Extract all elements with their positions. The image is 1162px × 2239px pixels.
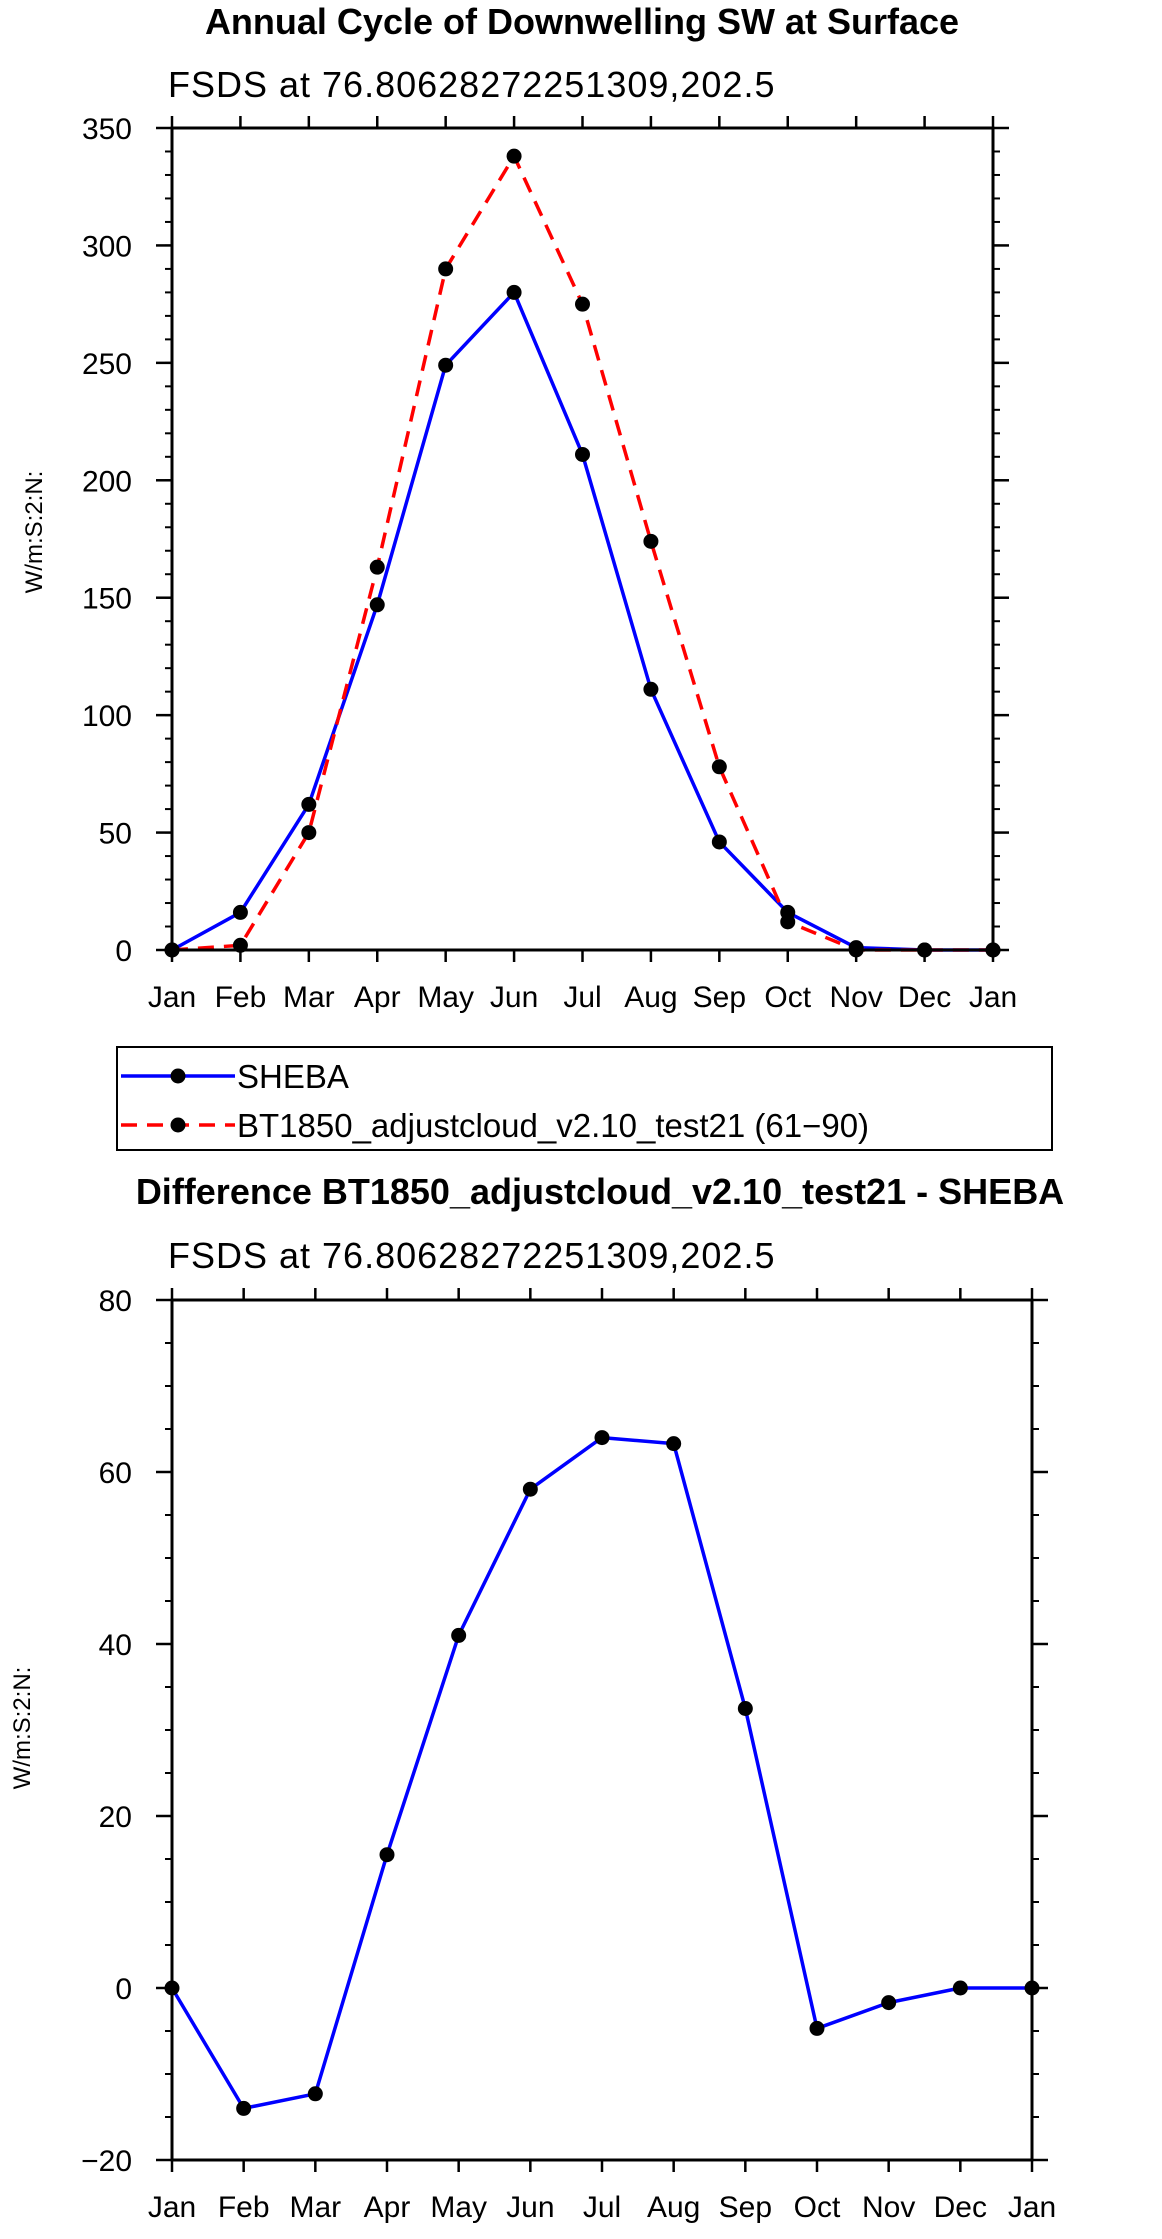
data-point	[711, 834, 727, 850]
data-point	[506, 148, 522, 164]
legend-marker-sheba	[170, 1068, 186, 1084]
chart-title: Annual Cycle of Downwelling SW at Surfac…	[205, 1, 959, 42]
data-point	[369, 597, 385, 613]
y-tick-label: 60	[99, 1457, 132, 1490]
y-tick-label: 0	[115, 1973, 132, 2006]
x-tick-label: Jul	[583, 2191, 621, 2224]
data-point	[643, 681, 659, 697]
data-point	[575, 446, 590, 462]
y-axis-label: W/m:S:2:N:	[21, 471, 48, 594]
x-tick-label: Jun	[506, 2191, 554, 2224]
x-tick-label: Aug	[624, 981, 677, 1014]
x-tick-label: Apr	[364, 2191, 411, 2224]
x-tick-label: Oct	[794, 2191, 841, 2224]
data-point	[522, 1481, 538, 1497]
data-point	[232, 904, 248, 920]
x-tick-label: May	[430, 2191, 487, 2224]
data-point	[307, 2086, 323, 2102]
y-tick-label: −20	[81, 2145, 132, 2178]
plot-frame	[170, 126, 995, 952]
plot-frame	[170, 1298, 1034, 2162]
legend: SHEBA BT1850_adjustcloud_v2.10_test21 (6…	[116, 1046, 1053, 1151]
chart-title: Difference BT1850_adjustcloud_v2.10_test…	[136, 1171, 1064, 1212]
plot-area: Jan Feb Mar Apr May Jun Jul Aug Sep Oct Nov Dec Jan−…	[81, 1285, 1056, 2224]
y-tick-label: 150	[82, 583, 132, 616]
x-tick-label: Aug	[647, 2191, 700, 2224]
chart-subtitle: FSDS at 76.80628272251309,202.5	[168, 1235, 775, 1276]
plot-area: Jan Feb Mar Apr May Jun Jul Aug Sep Oct Nov Dec Jan 0…	[82, 113, 1017, 1014]
series-line	[170, 1435, 1032, 2111]
data-point	[506, 284, 522, 300]
legend-marker-model	[170, 1117, 186, 1133]
x-tick-label: Oct	[764, 981, 811, 1014]
y-tick-label: 50	[99, 818, 132, 851]
data-point	[780, 914, 796, 930]
data-point	[575, 296, 590, 312]
x-tick-label: Sep	[693, 981, 746, 1014]
x-tick-label: Mar	[283, 981, 335, 1014]
x-tick-label: Jan	[148, 2191, 196, 2224]
data-point	[379, 1847, 395, 1863]
data-point	[594, 1430, 610, 1446]
legend-label-model: BT1850_adjustcloud_v2.10_test21 (61−90)	[237, 1107, 869, 1144]
data-point	[881, 1995, 897, 2011]
data-point	[451, 1627, 467, 1643]
data-point	[809, 2020, 825, 2036]
y-tick-label: 100	[82, 700, 132, 733]
x-tick-label: Nov	[862, 2191, 915, 2224]
x-tick-label: Mar	[289, 2191, 341, 2224]
annual-cycle-chart: Annual Cycle of Downwelling SW at Surfac…	[21, 1, 1017, 1014]
x-tick-label: Jan	[148, 981, 196, 1014]
difference-chart: Difference BT1850_adjustcloud_v2.10_test…	[9, 1171, 1064, 2224]
data-point	[952, 1980, 968, 1996]
x-tick-label: Apr	[354, 981, 401, 1014]
data-point	[236, 2100, 252, 2116]
y-tick-label: 40	[99, 1629, 132, 1662]
data-point	[301, 825, 317, 841]
y-tick-label: 0	[115, 935, 132, 968]
x-tick-label: Jul	[563, 981, 601, 1014]
series-line	[171, 290, 993, 952]
legend-item-model: BT1850_adjustcloud_v2.10_test21 (61−90)	[121, 1107, 869, 1144]
chart-subtitle: FSDS at 76.80628272251309,202.5	[168, 64, 775, 105]
x-tick-label: Feb	[218, 2191, 270, 2224]
data-point	[643, 533, 659, 549]
legend-box	[116, 1046, 1053, 1151]
data-point	[369, 559, 385, 575]
x-tick-label: Dec	[898, 981, 951, 1014]
x-tick-label: Feb	[215, 981, 267, 1014]
y-tick-label: 200	[82, 465, 132, 498]
data-point	[438, 261, 454, 277]
x-tick-label: Dec	[934, 2191, 987, 2224]
x-tick-label: Jan	[1008, 2191, 1056, 2224]
y-tick-label: 350	[82, 113, 132, 146]
series-line	[171, 154, 993, 952]
data-point	[438, 357, 454, 373]
y-tick-label: 20	[99, 1801, 132, 1834]
x-tick-label: Nov	[829, 981, 882, 1014]
y-tick-label: 300	[82, 230, 132, 263]
legend-label-sheba: SHEBA	[237, 1058, 349, 1095]
x-tick-label: Sep	[719, 2191, 772, 2224]
data-point	[711, 759, 727, 775]
x-tick-label: May	[417, 981, 474, 1014]
y-tick-label: 250	[82, 348, 132, 381]
data-point	[666, 1436, 682, 1452]
x-tick-label: Jan	[969, 981, 1017, 1014]
y-axis-label: W/m:S:2:N:	[9, 1667, 36, 1790]
y-tick-label: 80	[99, 1285, 132, 1318]
data-point	[737, 1701, 753, 1716]
legend-item-sheba: SHEBA	[121, 1058, 349, 1095]
data-point	[301, 796, 317, 812]
x-tick-label: Jun	[490, 981, 538, 1014]
